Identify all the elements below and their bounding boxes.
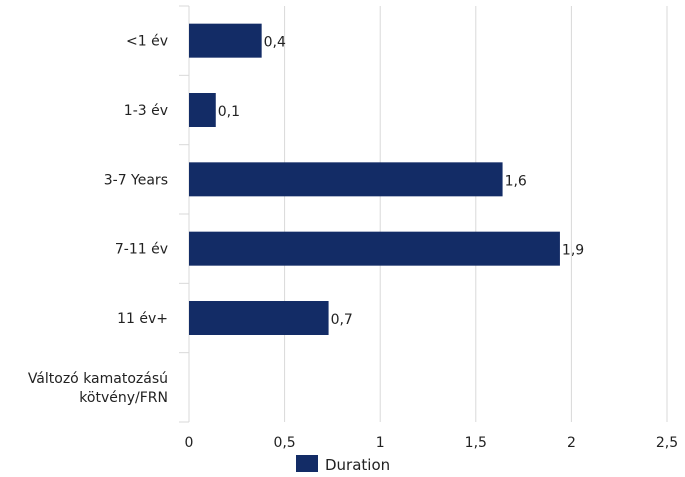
- x-tick-label-4: 2: [567, 435, 576, 451]
- data-label-2: 1,6: [505, 173, 527, 189]
- category-label-2: 3-7 Years: [104, 172, 168, 188]
- category-label-5-line-1: kötvény/FRN: [79, 390, 168, 406]
- bar-4: [189, 301, 329, 335]
- bar-1: [189, 93, 216, 127]
- x-tick-label-0: 0: [185, 435, 194, 451]
- bar-3: [189, 231, 560, 266]
- x-tick-label-5: 2,5: [656, 435, 678, 451]
- category-label-0: <1 év: [126, 34, 168, 50]
- category-ticks: [179, 5, 189, 423]
- x-tick-label-2: 1: [376, 435, 385, 451]
- data-label-1: 0,1: [218, 104, 240, 120]
- bars: [189, 23, 560, 335]
- data-labels: 0,4 0,1 1,6 1,9 0,7: [218, 35, 584, 328]
- legend-swatch-duration: [296, 455, 318, 472]
- x-tick-label-3: 1,5: [465, 435, 487, 451]
- data-label-4: 0,7: [331, 312, 353, 328]
- x-tick-label-1: 0,5: [273, 435, 295, 451]
- category-label-1: 1-3 év: [124, 103, 168, 119]
- bar-0: [189, 23, 262, 58]
- x-axis-tick-labels: 0 0,5 1 1,5 2 2,5: [185, 435, 679, 451]
- data-label-0: 0,4: [264, 35, 286, 51]
- category-label-5-line-0: Változó kamatozású: [28, 371, 168, 387]
- grid-lines: [188, 6, 668, 422]
- bar-2: [189, 162, 503, 197]
- category-label-4: 11 év+: [117, 311, 168, 327]
- legend: Duration: [296, 455, 390, 474]
- legend-label-duration: Duration: [325, 456, 390, 474]
- category-label-3: 7-11 év: [115, 242, 168, 258]
- category-labels: <1 év 1-3 év 3-7 Years 7-11 év 11 év+ Változó…: [28, 34, 168, 406]
- data-label-3: 1,9: [562, 243, 584, 259]
